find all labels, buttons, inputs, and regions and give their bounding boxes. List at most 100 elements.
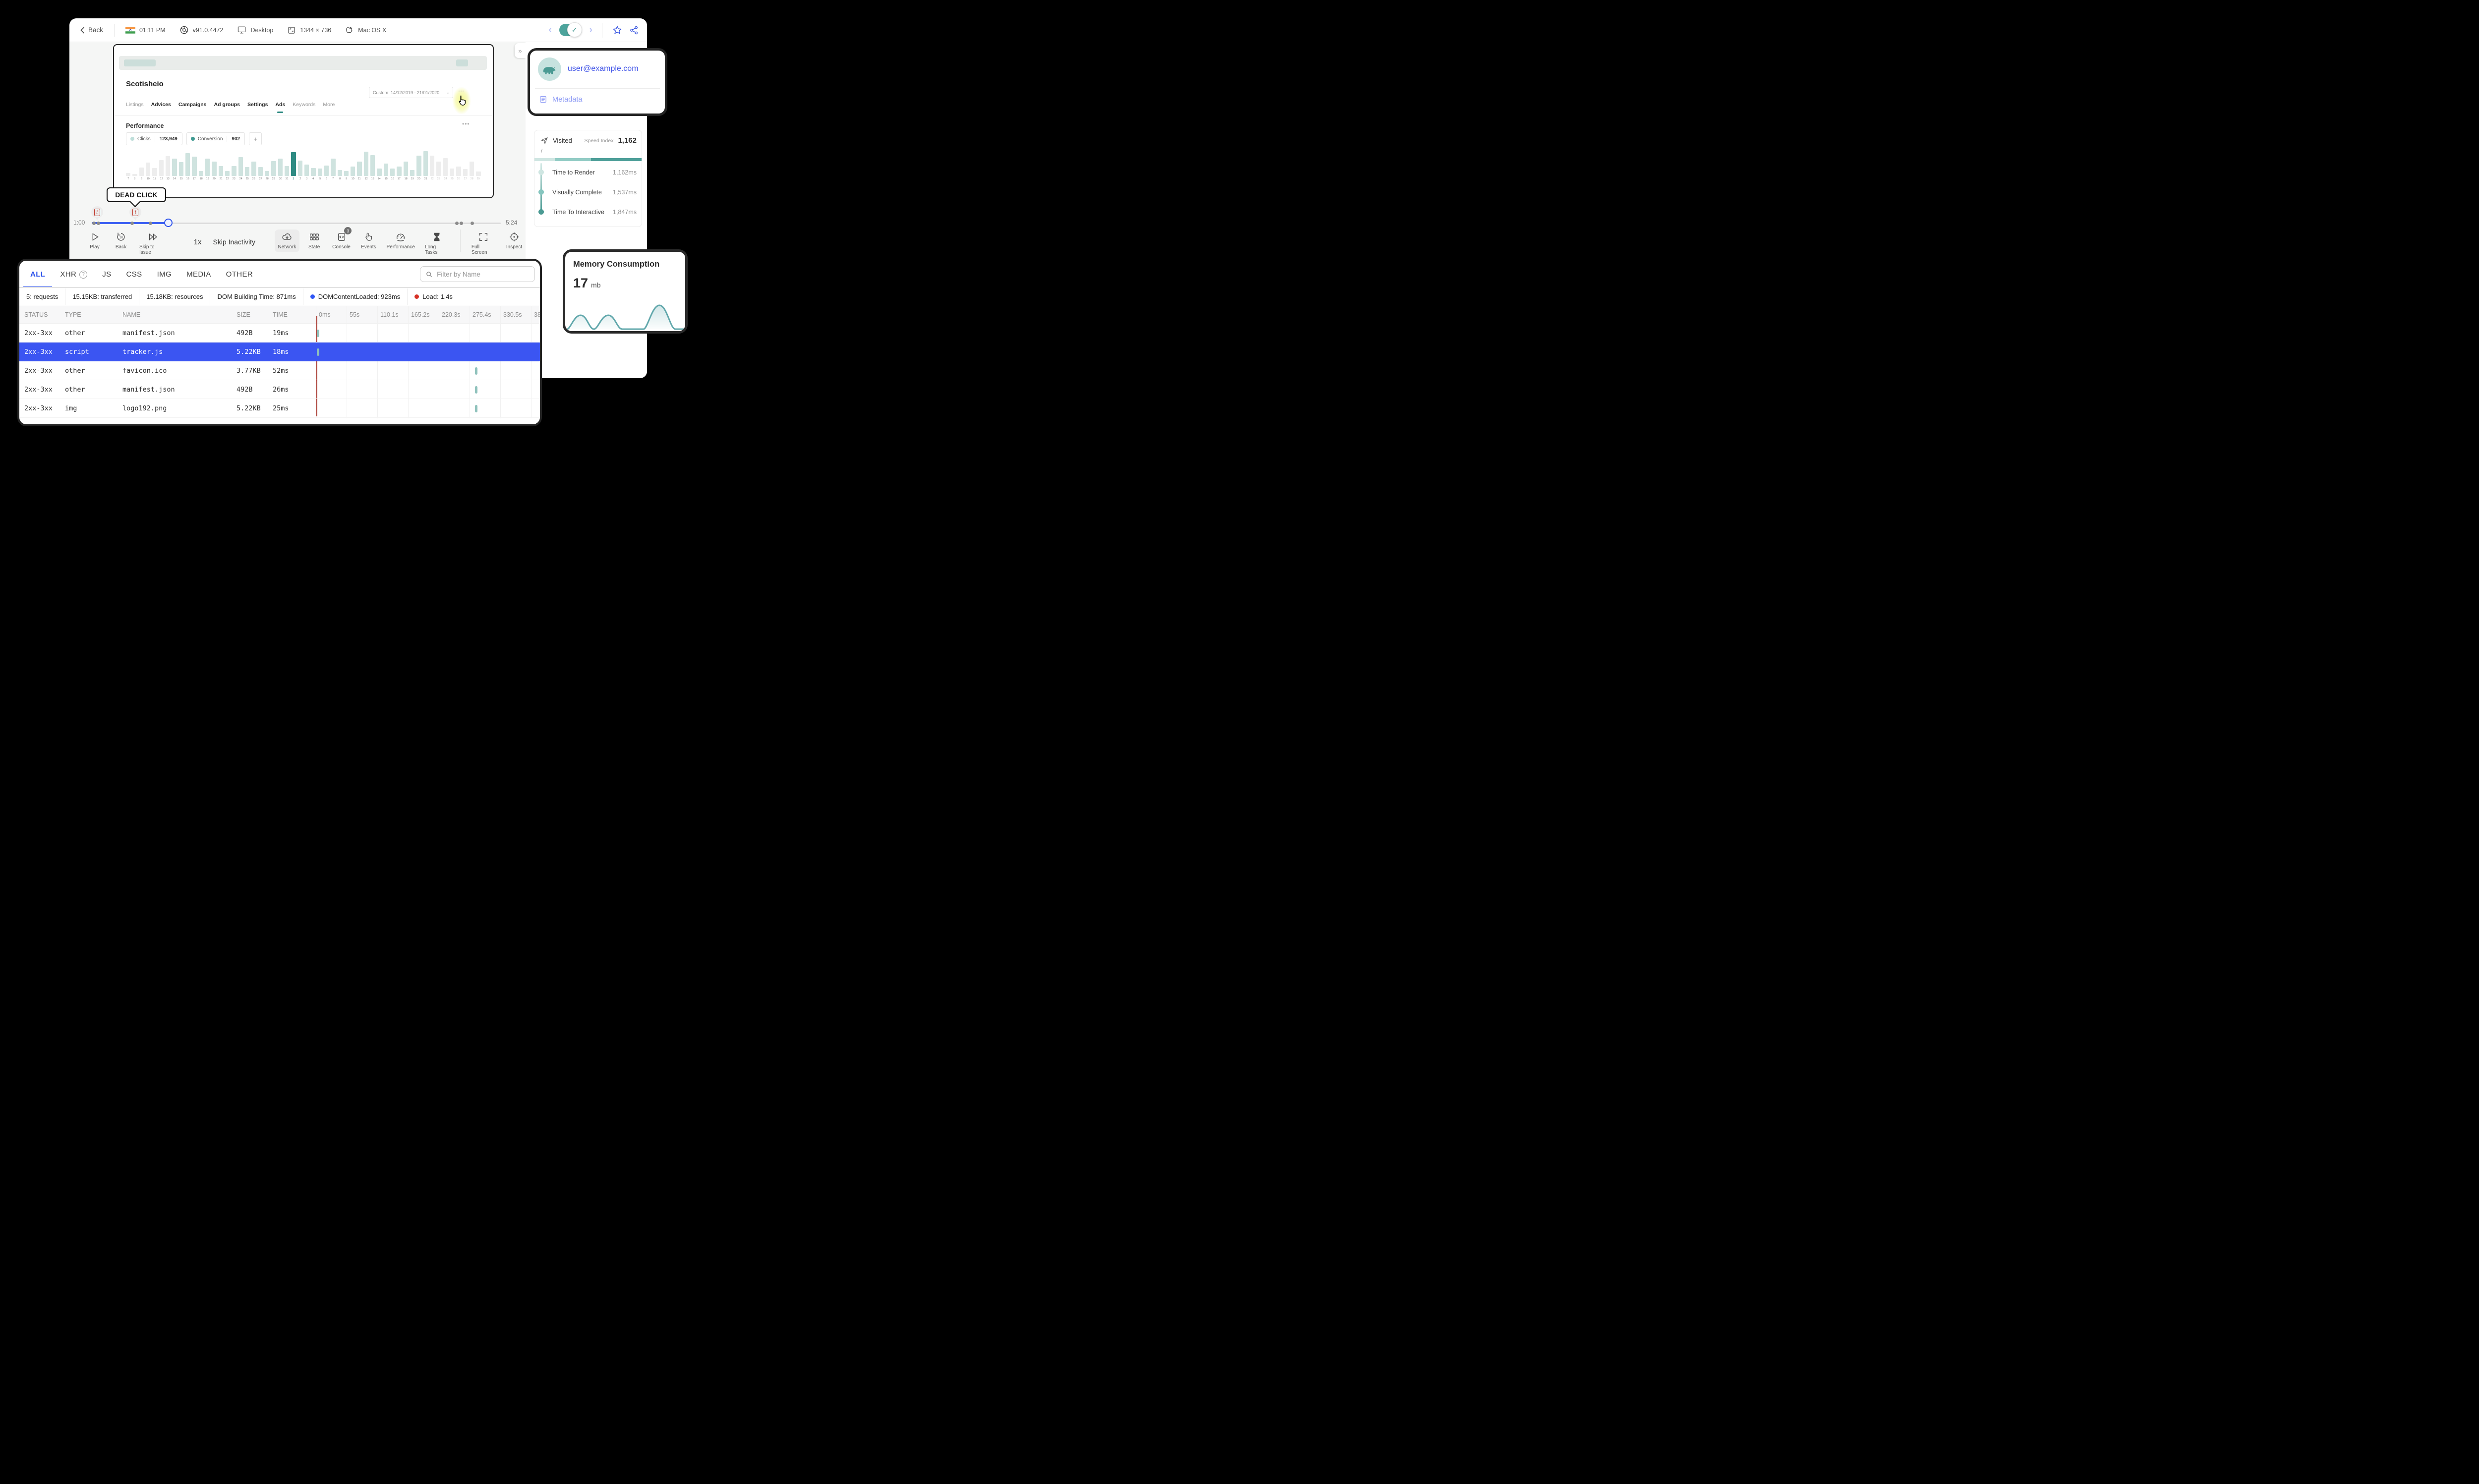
network-tab-js[interactable]: JS <box>102 261 111 288</box>
network-stat: 15.15KB: transferred <box>65 288 140 305</box>
share-icon[interactable] <box>629 25 639 35</box>
issue-marker[interactable]: i <box>129 206 142 220</box>
dead-click-highlight: ••• <box>452 87 471 114</box>
table-row[interactable]: 2xx-3xx other manifest.json 492B 26ms <box>19 380 540 399</box>
session-time-label: 01:11 PM <box>139 26 166 34</box>
chrome-icon <box>180 26 188 34</box>
skip-inactivity-button[interactable]: Skip Inactivity <box>213 238 256 246</box>
network-tab-label: XHR <box>60 270 77 279</box>
chart-x-label: 27 <box>464 177 467 180</box>
chart-x-label: 8 <box>339 177 341 180</box>
chart-x-label: 5 <box>319 177 321 180</box>
chart-bar <box>317 169 322 176</box>
metadata-label: Metadata <box>552 95 583 104</box>
metadata-button[interactable]: Metadata <box>539 95 582 104</box>
performance-button[interactable]: Performance <box>383 229 418 252</box>
chart-bar <box>456 166 461 176</box>
stat-text: 15.15KB: transferred <box>72 293 132 300</box>
events-button[interactable]: Events <box>357 229 380 252</box>
cell-time: 25ms <box>273 404 289 412</box>
timeline-playhead[interactable] <box>164 219 173 227</box>
prev-session-button[interactable]: ‹ <box>548 25 552 35</box>
issue-marker[interactable]: i <box>91 206 103 220</box>
chart-bar <box>225 171 230 176</box>
collapse-panel-tab[interactable]: » <box>515 43 526 58</box>
next-session-button[interactable]: › <box>589 25 592 35</box>
autoplay-toggle[interactable]: ✓ <box>559 22 582 37</box>
network-tab-img[interactable]: IMG <box>157 261 172 288</box>
skip-to-issue-button[interactable]: Skip to Issue <box>136 229 171 258</box>
cell-status: 2xx-3xx <box>24 329 53 337</box>
user-card: user@example.com Metadata <box>528 48 667 116</box>
control-label: State <box>308 244 320 250</box>
divider <box>460 229 461 252</box>
chart-x-label: 15 <box>384 177 388 180</box>
back-button[interactable]: 10 Back <box>110 229 132 252</box>
network-tab-label: CSS <box>126 270 142 279</box>
chart-x-label: 11 <box>153 177 156 180</box>
table-row[interactable]: 2xx-3xx script tracker.js 5.22KB 18ms <box>19 342 540 361</box>
play-button[interactable]: Play <box>83 229 106 252</box>
metric-value: 123,949 <box>154 136 182 142</box>
chart-x-label: 28 <box>470 177 473 180</box>
filter-input[interactable] <box>437 270 530 278</box>
cell-time: 52ms <box>273 366 289 375</box>
long-tasks-button[interactable]: Long Tasks <box>421 229 453 258</box>
chart-bar <box>297 160 302 176</box>
visited-speed-card[interactable]: Visited Speed Index 1,162 / Time to Rend… <box>534 130 642 227</box>
network-tab-xhr[interactable]: XHR? <box>60 261 88 288</box>
page-tab-more: More <box>323 102 335 108</box>
network-table-rows: 2xx-3xx other manifest.json 492B 19ms 2xx-3xx… <box>19 324 540 418</box>
cell-time: 26ms <box>273 385 289 394</box>
network-button[interactable]: Network <box>275 229 299 252</box>
column-header-type: TYPE <box>65 311 81 318</box>
stat-text: Load: 1.4s <box>422 293 453 300</box>
table-row[interactable]: 2xx-3xx img logo192.png 5.22KB 25ms <box>19 399 540 418</box>
chart-x-label: 26 <box>457 177 461 180</box>
divider <box>114 23 115 37</box>
chart-x-labels: 7 8 9 10 11 12 13 14 15 16 17 18 19 20 21 22 23 24 25 26 27 2… <box>126 177 481 180</box>
cell-time: 18ms <box>273 347 289 356</box>
network-tab-css[interactable]: CSS <box>126 261 142 288</box>
network-tab-media[interactable]: MEDIA <box>186 261 211 288</box>
chart-x-label: 14 <box>378 177 381 180</box>
chart-bar <box>271 161 276 176</box>
network-table-header: STATUS TYPE NAME SIZE TIME <box>19 306 540 324</box>
console-button[interactable]: Console 3 <box>329 227 354 252</box>
issue-info-icon: i <box>94 208 100 216</box>
chart-bar <box>430 155 435 176</box>
cell-status: 2xx-3xx <box>24 385 53 394</box>
cell-type: script <box>65 347 89 356</box>
table-row[interactable]: 2xx-3xx other favicon.ico 3.77KB 52ms <box>19 361 540 380</box>
play-icon <box>89 231 100 242</box>
inspect-button[interactable]: Inspect <box>503 229 526 252</box>
favorite-star-icon[interactable] <box>612 25 623 36</box>
chart-x-label: 1 <box>293 177 295 180</box>
stat-text: DOM Building Time: 871ms <box>217 293 296 300</box>
network-tab-other[interactable]: OTHER <box>226 261 253 288</box>
memory-unit: mb <box>591 281 601 289</box>
speed-button[interactable]: 1x <box>193 237 202 246</box>
control-label: Back <box>115 244 127 250</box>
chart-x-label: 12 <box>364 177 368 180</box>
timing-row-time-to-render: Time to Render 1,162ms <box>534 167 637 179</box>
waterfall-bar <box>317 348 320 356</box>
chart-bar <box>126 173 131 176</box>
column-header-time: TIME <box>273 311 288 318</box>
help-icon[interactable]: ? <box>79 270 88 279</box>
timeline-track[interactable] <box>92 223 501 224</box>
full-screen-button[interactable]: Full Screen <box>468 229 499 258</box>
chart-x-label: 12 <box>160 177 163 180</box>
chart-x-label: 27 <box>259 177 262 180</box>
chart-x-label: 24 <box>239 177 242 180</box>
back-button[interactable]: Back <box>80 26 103 34</box>
chart-x-label: 18 <box>199 177 203 180</box>
chart-bar <box>337 170 342 176</box>
state-button[interactable]: State <box>303 229 326 252</box>
chart-x-label: 28 <box>265 177 269 180</box>
network-tab-all[interactable]: ALL <box>23 261 53 288</box>
control-label: Long Tasks <box>424 244 438 255</box>
table-row[interactable]: 2xx-3xx other manifest.json 492B 19ms <box>19 324 540 342</box>
waterfall-column-header: 275.4s <box>472 311 491 318</box>
control-label: Full Screen <box>471 244 487 255</box>
